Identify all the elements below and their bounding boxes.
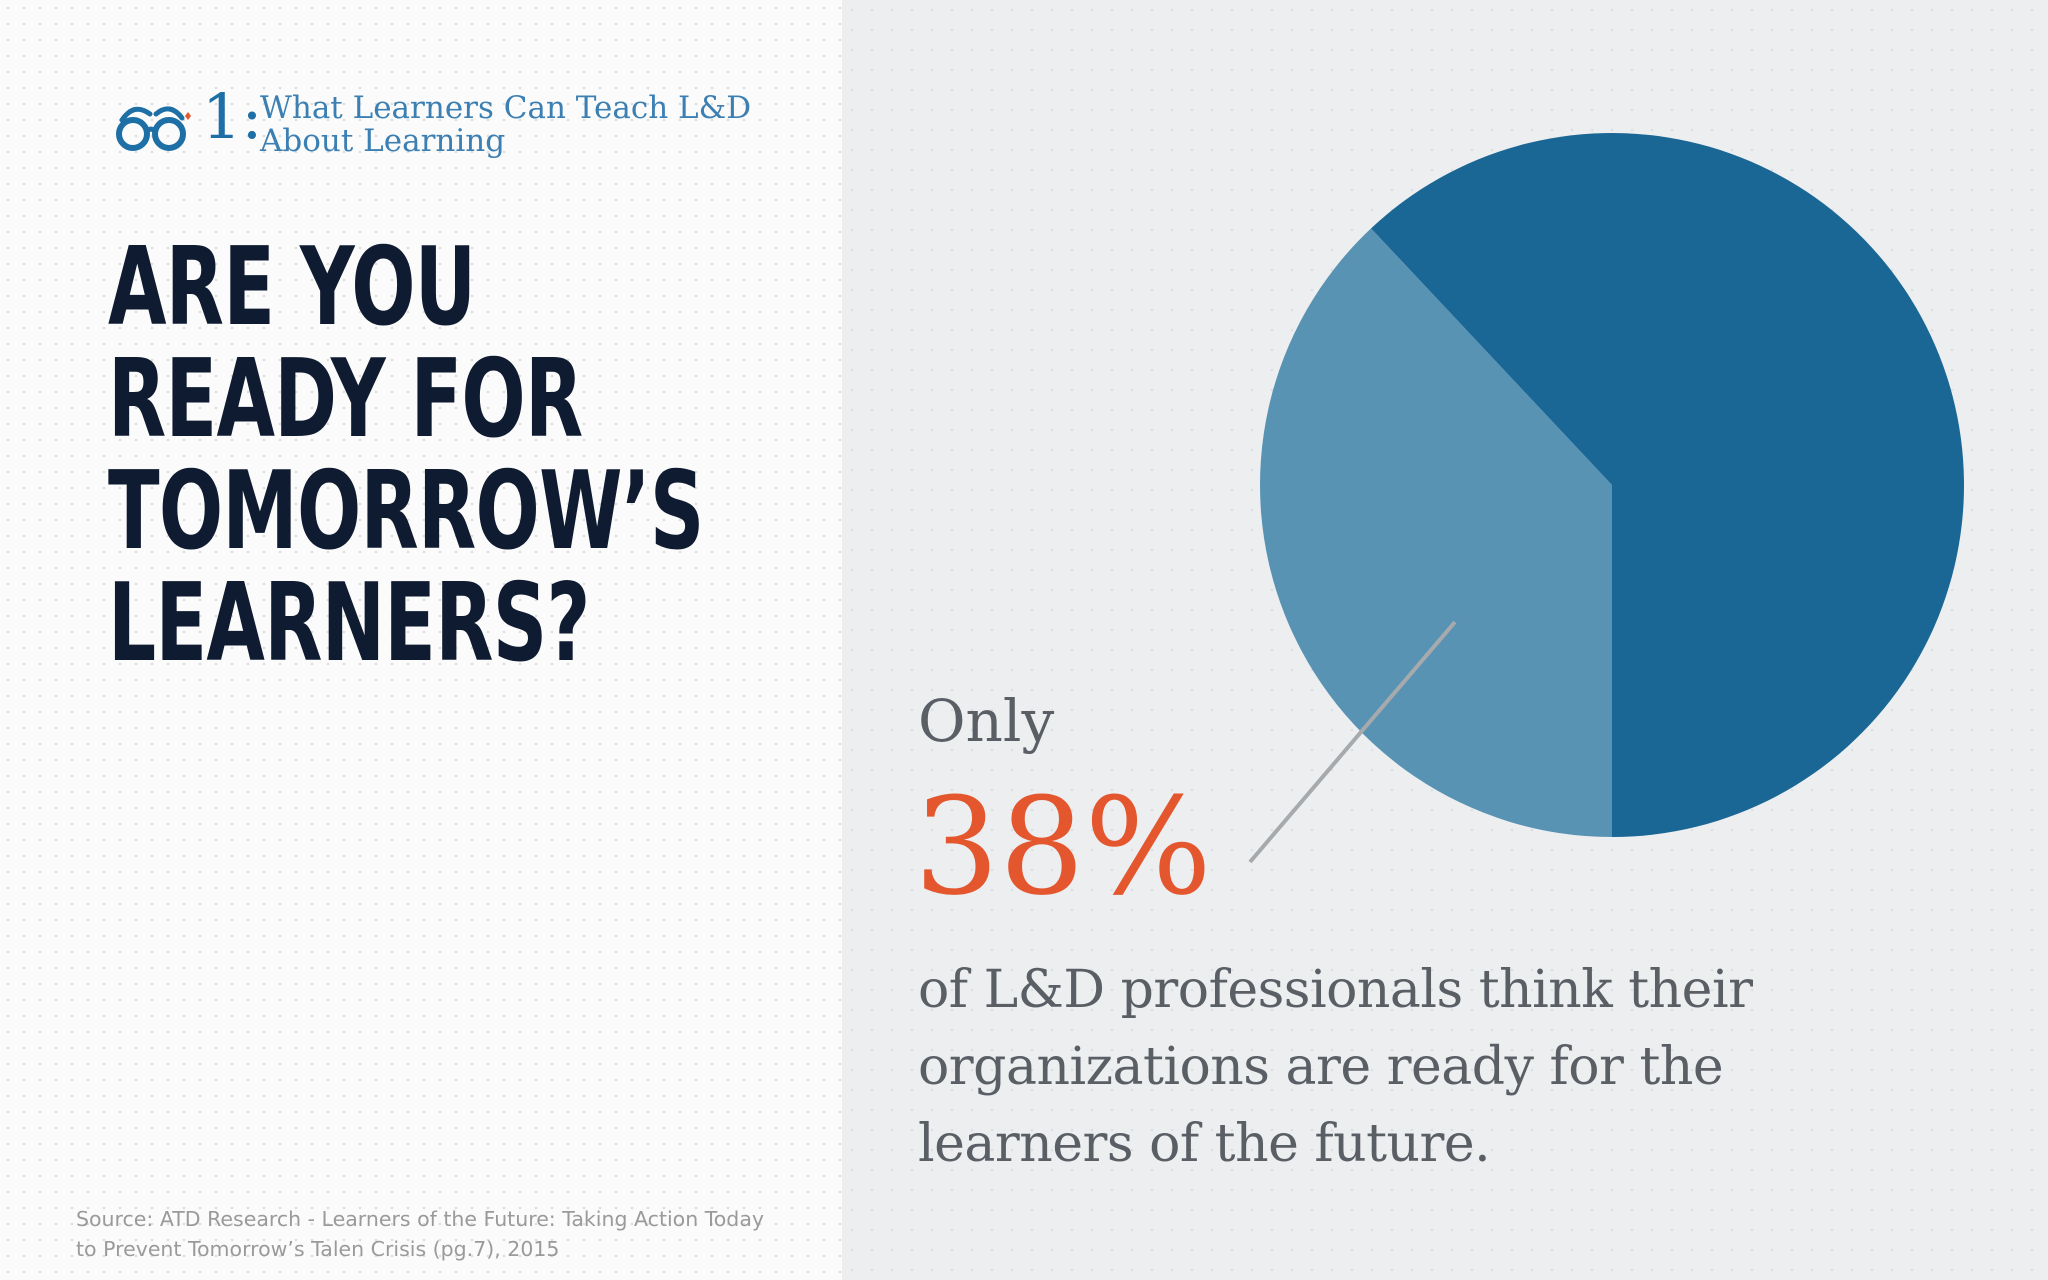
left-panel xyxy=(0,0,842,1280)
callout-text: of L&D professionals think their organiz… xyxy=(918,952,1958,1183)
callout-value: 38% xyxy=(914,769,1212,925)
headline: ARE YOU READY FOR TOMORROW’S LEARNERS? xyxy=(108,232,704,680)
source-line: Source: ATD Research - Learners of the F… xyxy=(76,1207,765,1231)
headline-line: LEARNERS? xyxy=(108,561,590,686)
brand-title-line: About Learning xyxy=(260,123,506,159)
leader-line xyxy=(1248,620,1457,864)
headline-line: READY FOR xyxy=(108,337,583,462)
callout-text-line: of L&D professionals think their xyxy=(918,960,1753,1020)
headline-line: TOMORROW’S xyxy=(108,449,704,574)
callout-text-line: learners of the future. xyxy=(918,1114,1491,1174)
source-citation: Source: ATD Research - Learners of the F… xyxy=(76,1204,816,1264)
callout-prefix: Only xyxy=(918,687,1055,755)
brand-title: What Learners Can Teach L&D About Learni… xyxy=(260,92,820,158)
headline-line: ARE YOU xyxy=(108,225,476,350)
callout-text-line: organizations are ready for the xyxy=(918,1037,1724,1097)
brand-number: 1: xyxy=(202,80,263,153)
source-line: to Prevent Tomorrow’s Talen Crisis (pg.7… xyxy=(76,1237,560,1261)
brand-title-line: What Learners Can Teach L&D xyxy=(260,90,752,126)
pie-slice-62 xyxy=(1371,133,1965,837)
glasses-icon xyxy=(116,106,191,151)
pie-slice-38 xyxy=(1260,228,1612,837)
